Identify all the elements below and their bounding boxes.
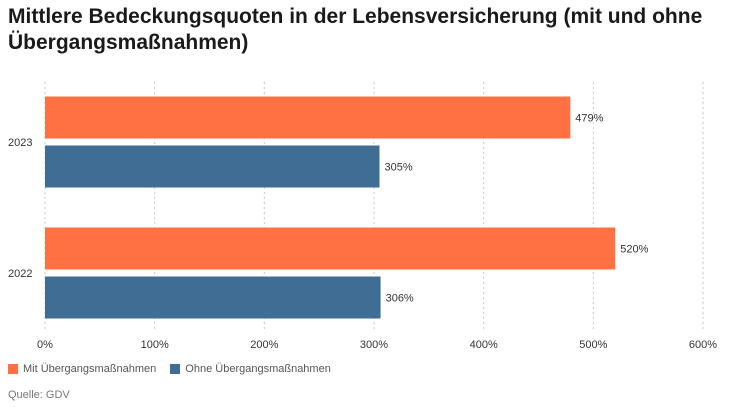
chart-title: Mittlere Bedeckungsquoten in der Lebensv…	[8, 5, 703, 54]
bars	[45, 96, 616, 319]
legend-label-ohne: Ohne Übergangsmaßnahmen	[185, 363, 331, 375]
bar-mit-2023[interactable]	[45, 96, 571, 139]
data-label: 305%	[384, 162, 412, 174]
source-note: Quelle: GDV	[8, 389, 70, 401]
x-tick-label: 300%	[360, 339, 388, 351]
data-label: 520%	[620, 244, 648, 256]
category-label-2022: 2022	[8, 268, 32, 280]
x-axis-ticks: 0% 100% 200% 300% 400% 500% 600%	[37, 339, 717, 351]
legend-swatch-ohne	[170, 364, 181, 374]
data-label: 306%	[386, 293, 414, 305]
bar-ohne-2022[interactable]	[45, 276, 381, 319]
data-label: 479%	[575, 113, 603, 125]
data-labels: 479% 305% 520% 306%	[384, 113, 648, 305]
bar-ohne-2023[interactable]	[45, 145, 380, 188]
x-tick-label: 200%	[250, 339, 278, 351]
legend-swatch-mit	[8, 364, 18, 374]
x-tick-label: 100%	[141, 339, 169, 351]
x-tick-label: 400%	[470, 339, 498, 351]
legend-item-ohne[interactable]: Ohne Übergangsmaßnahmen	[170, 363, 331, 375]
category-label-2023: 2023	[8, 137, 32, 149]
legend-item-mit[interactable]: Mit Übergangsmaßnahmen	[8, 363, 156, 375]
x-tick-label: 0%	[37, 339, 53, 351]
legend-label-mit: Mit Übergangsmaßnahmen	[23, 363, 157, 375]
category-labels: 2023 2022	[8, 137, 32, 280]
bar-mit-2022[interactable]	[45, 227, 616, 270]
legend: Mit Übergangsmaßnahmen Ohne Übergangsmaß…	[8, 363, 331, 375]
x-tick-label: 500%	[579, 339, 607, 351]
x-tick-label: 600%	[689, 339, 717, 351]
